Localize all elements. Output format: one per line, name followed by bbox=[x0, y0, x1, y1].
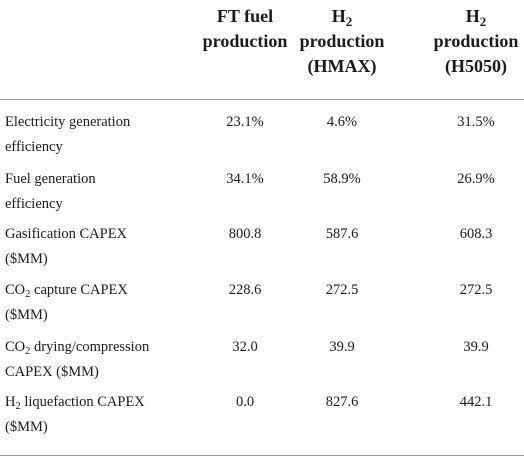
row-label-text: liquefaction CAPEX bbox=[20, 394, 145, 410]
cell-hmax: 58.9% bbox=[323, 171, 361, 187]
column-header-line: FT fuel bbox=[216, 6, 274, 26]
row-label-line: Electricity generation bbox=[5, 110, 180, 135]
table-row: Electricity generation efficiency 23.1% … bbox=[0, 110, 524, 162]
header-subscript: 2 bbox=[479, 14, 487, 29]
row-label-text: CO bbox=[5, 282, 26, 298]
column-header-h5050: H2 production (H5050) bbox=[421, 4, 524, 79]
row-label: CO2 capture CAPEX ($MM) bbox=[5, 278, 180, 328]
row-label-line: CAPEX ($MM) bbox=[5, 364, 99, 380]
row-label: CO2 drying/compression CAPEX ($MM) bbox=[5, 335, 180, 385]
cell-ft-fuel: 34.1% bbox=[226, 171, 264, 187]
table-row: Fuel generation efficiency 34.1% 58.9% 2… bbox=[0, 167, 524, 219]
column-header-line: production bbox=[299, 31, 385, 51]
cell-hmax: 39.9 bbox=[329, 339, 355, 355]
row-label-line: CO2 capture CAPEX bbox=[5, 278, 180, 303]
cell-h5050: 608.3 bbox=[459, 226, 493, 242]
table-row: CO2 capture CAPEX ($MM) 228.6 272.5 272.… bbox=[0, 278, 524, 330]
row-label-subscript: 2 bbox=[25, 289, 31, 300]
row-label: Fuel generation efficiency bbox=[5, 167, 180, 217]
row-label-line: Gasification CAPEX bbox=[5, 222, 180, 247]
cell-ft-fuel: 228.6 bbox=[228, 282, 262, 298]
row-label-text: H bbox=[5, 394, 16, 410]
cell-ft-fuel: 800.8 bbox=[228, 226, 262, 242]
column-header-line: H2 bbox=[287, 4, 397, 29]
column-header-line: (H5050) bbox=[445, 56, 507, 76]
column-header-line: production bbox=[433, 31, 519, 51]
header-text: H bbox=[465, 6, 480, 26]
cell-h5050: 31.5% bbox=[457, 114, 495, 130]
cell-h5050: 26.9% bbox=[457, 171, 495, 187]
cell-h5050: 39.9 bbox=[463, 339, 489, 355]
column-header-line: (HMAX) bbox=[307, 56, 377, 76]
header-divider bbox=[0, 99, 524, 100]
header-text: H bbox=[331, 6, 346, 26]
row-label-text: capture CAPEX bbox=[30, 282, 128, 298]
column-header-line: production bbox=[202, 31, 288, 51]
table-row: H2 liquefaction CAPEX ($MM) 0.0 827.6 44… bbox=[0, 390, 524, 442]
row-label-line: ($MM) bbox=[5, 307, 48, 323]
row-label-text: Gasification CAPEX bbox=[5, 226, 128, 242]
column-header-ft-fuel: FT fuel production bbox=[190, 4, 300, 54]
row-label-text: Electricity generation bbox=[5, 114, 131, 130]
cell-hmax: 587.6 bbox=[325, 226, 359, 242]
cell-ft-fuel: 23.1% bbox=[226, 114, 264, 130]
cell-ft-fuel: 32.0 bbox=[232, 339, 258, 355]
cell-ft-fuel: 0.0 bbox=[235, 394, 255, 410]
cell-h5050: 272.5 bbox=[459, 282, 493, 298]
row-label-line: efficiency bbox=[5, 139, 63, 155]
header-subscript: 2 bbox=[345, 14, 353, 29]
row-label: Gasification CAPEX ($MM) bbox=[5, 222, 180, 272]
cell-hmax: 4.6% bbox=[326, 114, 358, 130]
column-header-hmax: H2 production (HMAX) bbox=[287, 4, 397, 79]
row-label-line: H2 liquefaction CAPEX bbox=[5, 390, 180, 415]
cell-hmax: 272.5 bbox=[325, 282, 359, 298]
row-label-subscript: 2 bbox=[25, 346, 31, 357]
column-header-line: H2 bbox=[421, 4, 524, 29]
table-row: CO2 drying/compression CAPEX ($MM) 32.0 … bbox=[0, 335, 524, 387]
row-label-text: drying/compression bbox=[30, 339, 150, 355]
row-label-line: CO2 drying/compression bbox=[5, 335, 180, 360]
row-label-text: CO bbox=[5, 339, 26, 355]
row-label-line: efficiency bbox=[5, 196, 63, 212]
cell-hmax: 827.6 bbox=[325, 394, 359, 410]
row-label-line: ($MM) bbox=[5, 251, 48, 267]
row-label: H2 liquefaction CAPEX ($MM) bbox=[5, 390, 180, 440]
row-label-text: Fuel generation bbox=[5, 171, 96, 187]
table-bottom-rule bbox=[0, 455, 524, 456]
row-label-line: ($MM) bbox=[5, 419, 48, 435]
row-label-subscript: 2 bbox=[15, 401, 21, 412]
cell-h5050: 442.1 bbox=[459, 394, 493, 410]
row-label-line: Fuel generation bbox=[5, 167, 180, 192]
table-row: Gasification CAPEX ($MM) 800.8 587.6 608… bbox=[0, 222, 524, 274]
row-label: Electricity generation efficiency bbox=[5, 110, 180, 160]
